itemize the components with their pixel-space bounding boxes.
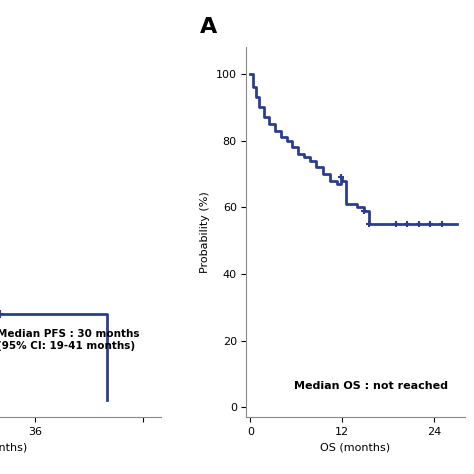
Text: Median PFS : 30 months
(95% CI: 19-41 months): Median PFS : 30 months (95% CI: 19-41 mo… [0, 329, 140, 351]
Text: A: A [200, 17, 217, 37]
Y-axis label: Probability (%): Probability (%) [200, 191, 210, 273]
X-axis label: OS (months): OS (months) [320, 442, 391, 452]
X-axis label: PFS (months): PFS (months) [0, 442, 27, 452]
Text: Median OS : not reached: Median OS : not reached [294, 381, 448, 391]
